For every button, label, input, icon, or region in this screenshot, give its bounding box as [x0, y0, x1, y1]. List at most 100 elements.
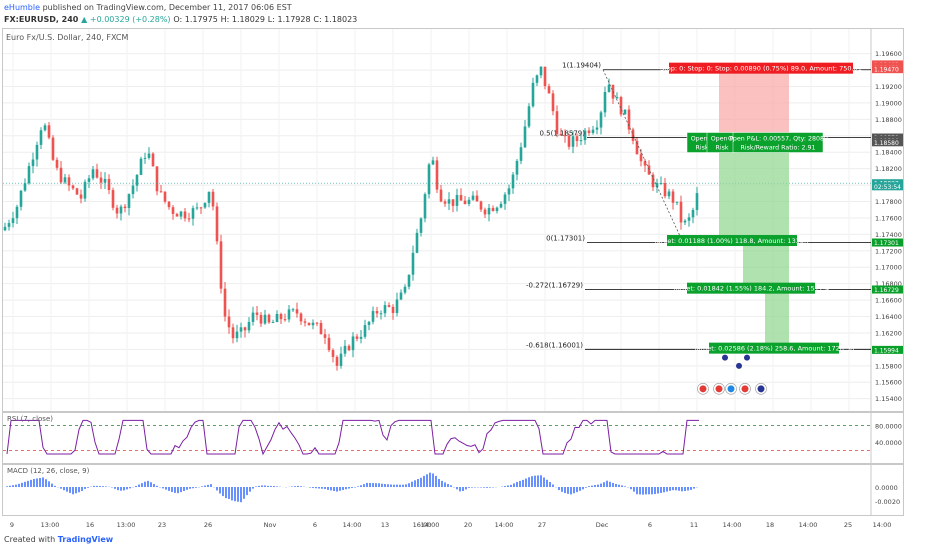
candle: [251, 312, 255, 322]
trade-box-label: Stop: 0: Stop: 0: Stop: 0.00890 (0.75%) …: [660, 65, 862, 73]
candle: [363, 325, 367, 337]
candle: [379, 313, 383, 315]
candle: [399, 292, 403, 300]
trade-box: [687, 282, 815, 294]
time-tick: 23: [158, 521, 166, 529]
price-tick: 1.19600: [875, 50, 902, 58]
candle: [107, 178, 111, 191]
price-tag: [872, 182, 903, 191]
candle: [255, 312, 259, 315]
symbol-line: FX:EURUSD, 240 ▲ +0.00329 (+0.28%) O: 1.…: [4, 15, 357, 24]
candle: [339, 353, 343, 366]
time-tick: 9: [10, 521, 14, 529]
candle: [683, 220, 687, 223]
macd-tick: 0.0000: [875, 484, 898, 492]
candle: [583, 130, 587, 141]
rsi-pane[interactable]: 80.0000 40.0000 RSI (7, close): [2, 412, 904, 464]
price-tick: 1.16200: [875, 329, 902, 337]
candle: [531, 82, 535, 107]
event-flag-dot: [741, 385, 749, 393]
price-tick: 1.15400: [875, 395, 902, 403]
candle: [375, 311, 379, 314]
macd-chart[interactable]: 0.0000 -0.0020: [3, 465, 903, 515]
price-chart[interactable]: 1.196001.194001.192001.190001.188001.186…: [3, 29, 903, 411]
candle: [183, 211, 187, 219]
candle: [551, 93, 555, 112]
candle: [395, 299, 399, 314]
price-tick: 1.16400: [875, 313, 902, 321]
candle: [519, 147, 523, 161]
candle: [223, 288, 227, 317]
time-tick: 14:00: [873, 521, 892, 529]
candle: [643, 161, 647, 166]
price-tag: [872, 285, 903, 294]
candle: [663, 183, 667, 197]
price-tag: [872, 65, 903, 74]
candle: [111, 190, 115, 208]
candle: [319, 323, 323, 335]
price-tick: 1.16600: [875, 297, 902, 305]
candle: [675, 201, 679, 203]
candle: [163, 191, 167, 202]
price-tag-label: 02:53:54: [874, 184, 901, 191]
candle: [195, 207, 199, 209]
fib-label: 0(1.17301): [546, 235, 585, 243]
candle: [315, 322, 319, 324]
candle: [639, 154, 643, 162]
publish-line: eHumble published on TradingView.com, De…: [4, 3, 292, 12]
rsi-chart[interactable]: 80.0000 40.0000: [3, 413, 903, 463]
price-tick: 1.18400: [875, 149, 902, 157]
event-flag-dot: [757, 385, 765, 393]
candle: [215, 206, 219, 242]
candle: [687, 217, 691, 221]
time-tick: 13:00: [117, 521, 136, 529]
price-tag: [872, 238, 903, 247]
candle: [135, 174, 139, 186]
candle: [243, 327, 247, 331]
tradingview-logo[interactable]: TradingView: [57, 535, 114, 544]
macd-tick: -0.0020: [875, 498, 900, 506]
candle: [631, 129, 635, 141]
author-link[interactable]: eHumble: [4, 3, 41, 12]
price-pane[interactable]: 1.196001.194001.192001.190001.188001.186…: [2, 28, 904, 412]
candle: [327, 337, 331, 351]
candle: [323, 334, 327, 338]
candle: [271, 322, 275, 324]
candle: [155, 166, 159, 192]
price-tick: 1.19200: [875, 83, 902, 91]
candle: [171, 207, 175, 214]
candle: [355, 336, 359, 339]
price-change: ▲ +0.00329 (+0.28%): [81, 15, 171, 24]
candle: [511, 174, 515, 189]
candle: [291, 309, 295, 311]
fib-label: 0.5(1.18579): [539, 130, 585, 138]
candle: [67, 177, 71, 186]
price-tick: 1.15800: [875, 362, 902, 370]
candle: [483, 209, 487, 215]
candle: [31, 159, 35, 167]
candle: [403, 286, 407, 293]
candle: [147, 153, 151, 158]
pnl-line1: Open P&L: 0.00557, Qty: 28089: [728, 136, 828, 143]
price-tag-label: 1.15994: [874, 347, 899, 354]
candle: [15, 206, 19, 219]
candle: [691, 209, 695, 218]
candle: [279, 314, 283, 320]
time-tick: 14:00: [495, 521, 514, 529]
time-tick: 13:00: [41, 521, 60, 529]
candle: [187, 218, 191, 220]
price-tag-label: 1.16729: [874, 287, 899, 294]
price-tick: 1.18800: [875, 116, 902, 124]
candle: [219, 241, 223, 289]
candle: [87, 178, 91, 182]
candle: [351, 336, 355, 351]
time-tick: 6: [648, 521, 652, 529]
candle: [475, 195, 479, 202]
candle: [623, 109, 627, 115]
macd-pane[interactable]: 0.0000 -0.0020 MACD (12, 26, close, 9): [2, 464, 904, 516]
candle: [599, 112, 603, 128]
candle: [383, 305, 387, 314]
candle: [491, 207, 495, 212]
candle: [231, 327, 235, 339]
